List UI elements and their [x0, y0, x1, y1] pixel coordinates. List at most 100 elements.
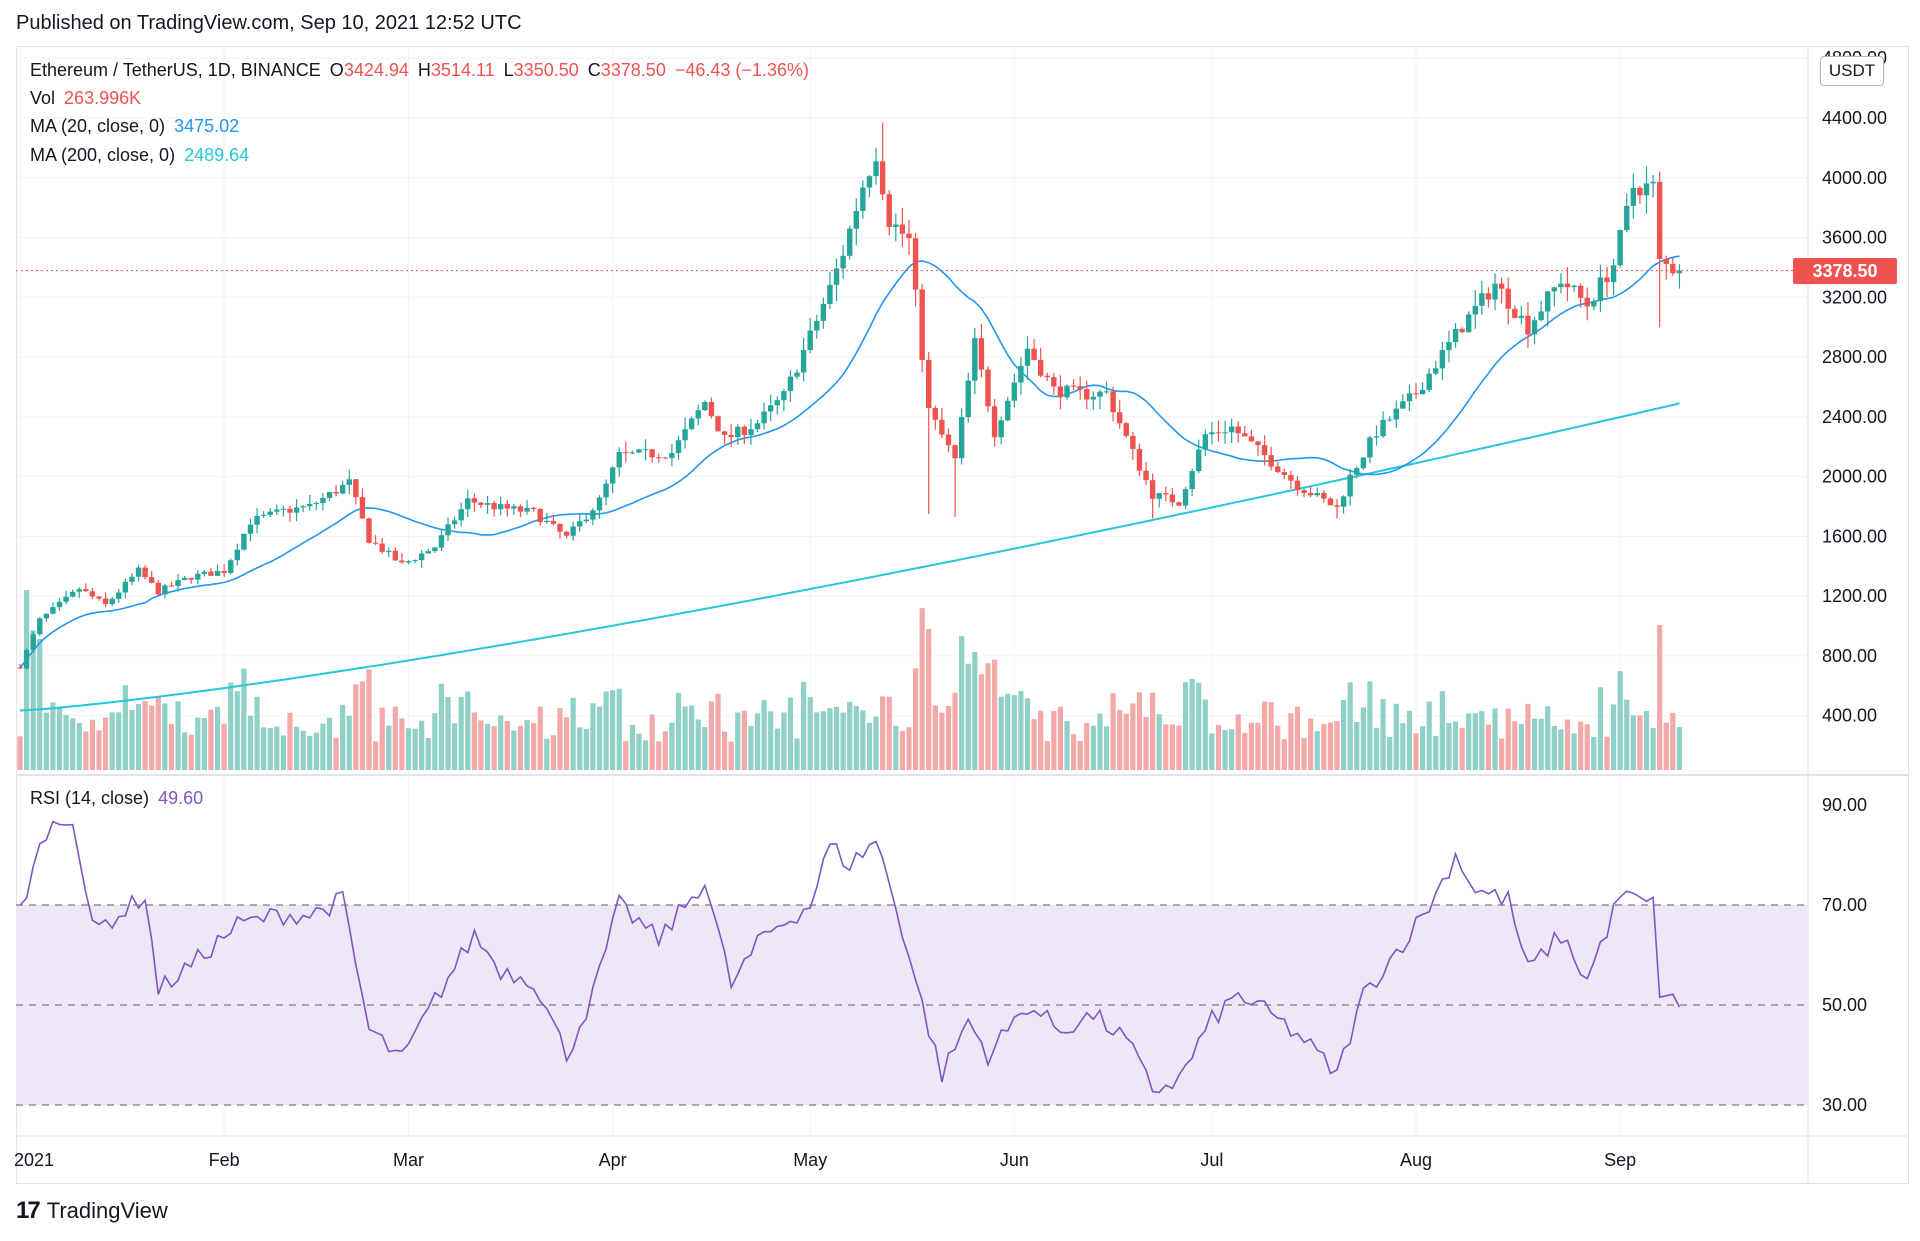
currency-unit-badge[interactable]: USDT [1820, 56, 1884, 86]
candle-body [958, 417, 965, 459]
candle-body [1255, 441, 1261, 446]
volume-bar [1248, 722, 1254, 770]
volume-bar [912, 668, 919, 770]
volume-bar [965, 663, 971, 770]
candle-body [1604, 277, 1610, 283]
candle-body [1090, 396, 1097, 400]
candle-body [1663, 258, 1669, 264]
high-value: 3514.11 [430, 60, 495, 80]
volume-bar [1044, 741, 1050, 770]
candle-body [1459, 328, 1465, 333]
volume-legend: Vol 263.996K [30, 88, 145, 109]
rsi-tick-label: 90.00 [1822, 795, 1867, 815]
volume-bar [840, 712, 846, 770]
volume-bar [978, 674, 985, 770]
volume-bar [1551, 726, 1557, 770]
volume-bar [386, 725, 392, 770]
volume-bar [56, 708, 63, 770]
volume-bar [827, 708, 833, 770]
rsi-value: 49.60 [158, 788, 204, 808]
volume-bar [774, 728, 780, 770]
candle-body [1123, 423, 1129, 436]
candle-body [1433, 368, 1439, 374]
price-tick-label: 3600.00 [1822, 228, 1887, 248]
candle-body [1334, 505, 1340, 507]
volume-bar [748, 725, 754, 770]
volume-bar [675, 692, 682, 770]
high-label: H [417, 60, 431, 80]
volume-bar [353, 684, 359, 770]
candle-body [109, 598, 115, 605]
volume-bar [1650, 728, 1656, 770]
candle-body [1294, 480, 1301, 491]
tradingview-logo[interactable]: 17 TradingView [16, 1197, 168, 1225]
volume-bar [1340, 699, 1347, 770]
candle-body [814, 320, 820, 331]
volume-bar [491, 726, 497, 770]
candle-body [1637, 187, 1643, 196]
candle-body [754, 423, 761, 430]
candle-body [102, 598, 109, 605]
volume-bar [1301, 738, 1307, 770]
candle-body [715, 416, 721, 432]
candle-body [800, 349, 807, 373]
volume-bar [1084, 722, 1090, 770]
candle-body [1670, 263, 1676, 274]
candle-body [926, 359, 932, 409]
tradingview-wordmark: TradingView [46, 1198, 168, 1223]
candle-body [1209, 432, 1215, 435]
candle-body [1301, 490, 1307, 493]
chart-frame[interactable] [16, 46, 1909, 1184]
volume-bar [76, 722, 82, 770]
candle-body [1097, 391, 1103, 397]
volume-bar [1215, 724, 1222, 770]
candle-body [293, 507, 300, 513]
price-tick-label: 4000.00 [1822, 168, 1887, 188]
volume-bar [583, 729, 589, 770]
candle-body [1202, 434, 1208, 450]
candle-body [1288, 474, 1294, 481]
change-value: −46.43 (−1.36%) [674, 60, 809, 80]
candle-body [1393, 408, 1399, 420]
volume-bar [405, 728, 412, 770]
candle-body [438, 535, 445, 548]
candle-body [1498, 283, 1505, 289]
volume-bar [1393, 703, 1399, 770]
volume-bar [998, 696, 1004, 770]
tradingview-logo-icon: 17 [16, 1197, 41, 1224]
volume-bar [985, 663, 991, 770]
volume-bar [346, 715, 352, 770]
volume-bar [1255, 722, 1261, 770]
candle-body [1531, 320, 1538, 335]
candle-body [83, 589, 89, 592]
candle-body [886, 194, 892, 227]
symbol-label: Ethereum / TetherUS, 1D, BINANCE [30, 60, 321, 80]
volume-bar [1136, 692, 1143, 770]
candle-body [1077, 386, 1083, 390]
candle-body [1018, 365, 1024, 383]
volume-bar [182, 732, 188, 770]
candle-body [1512, 308, 1518, 318]
candle-body [1466, 314, 1472, 333]
candle-body [1242, 433, 1248, 437]
candle-body [847, 228, 853, 256]
volume-bar [1222, 730, 1228, 770]
volume-bar [557, 708, 563, 770]
volume-bar [814, 712, 820, 770]
volume-bar [1472, 713, 1478, 770]
ma200-line [19, 402, 1680, 712]
candle-body [412, 560, 418, 562]
volume-bar [1531, 718, 1538, 770]
volume-bar [735, 712, 741, 770]
volume-bar [991, 659, 998, 770]
volume-bar [886, 696, 892, 770]
volume-bar [23, 590, 30, 770]
volume-bar [1189, 678, 1195, 770]
candle-body [1136, 448, 1143, 471]
candle-body [260, 514, 267, 516]
candle-body [1354, 468, 1360, 475]
candle-body [1347, 474, 1353, 497]
candle-body [405, 561, 412, 563]
volume-bar [1209, 733, 1215, 770]
